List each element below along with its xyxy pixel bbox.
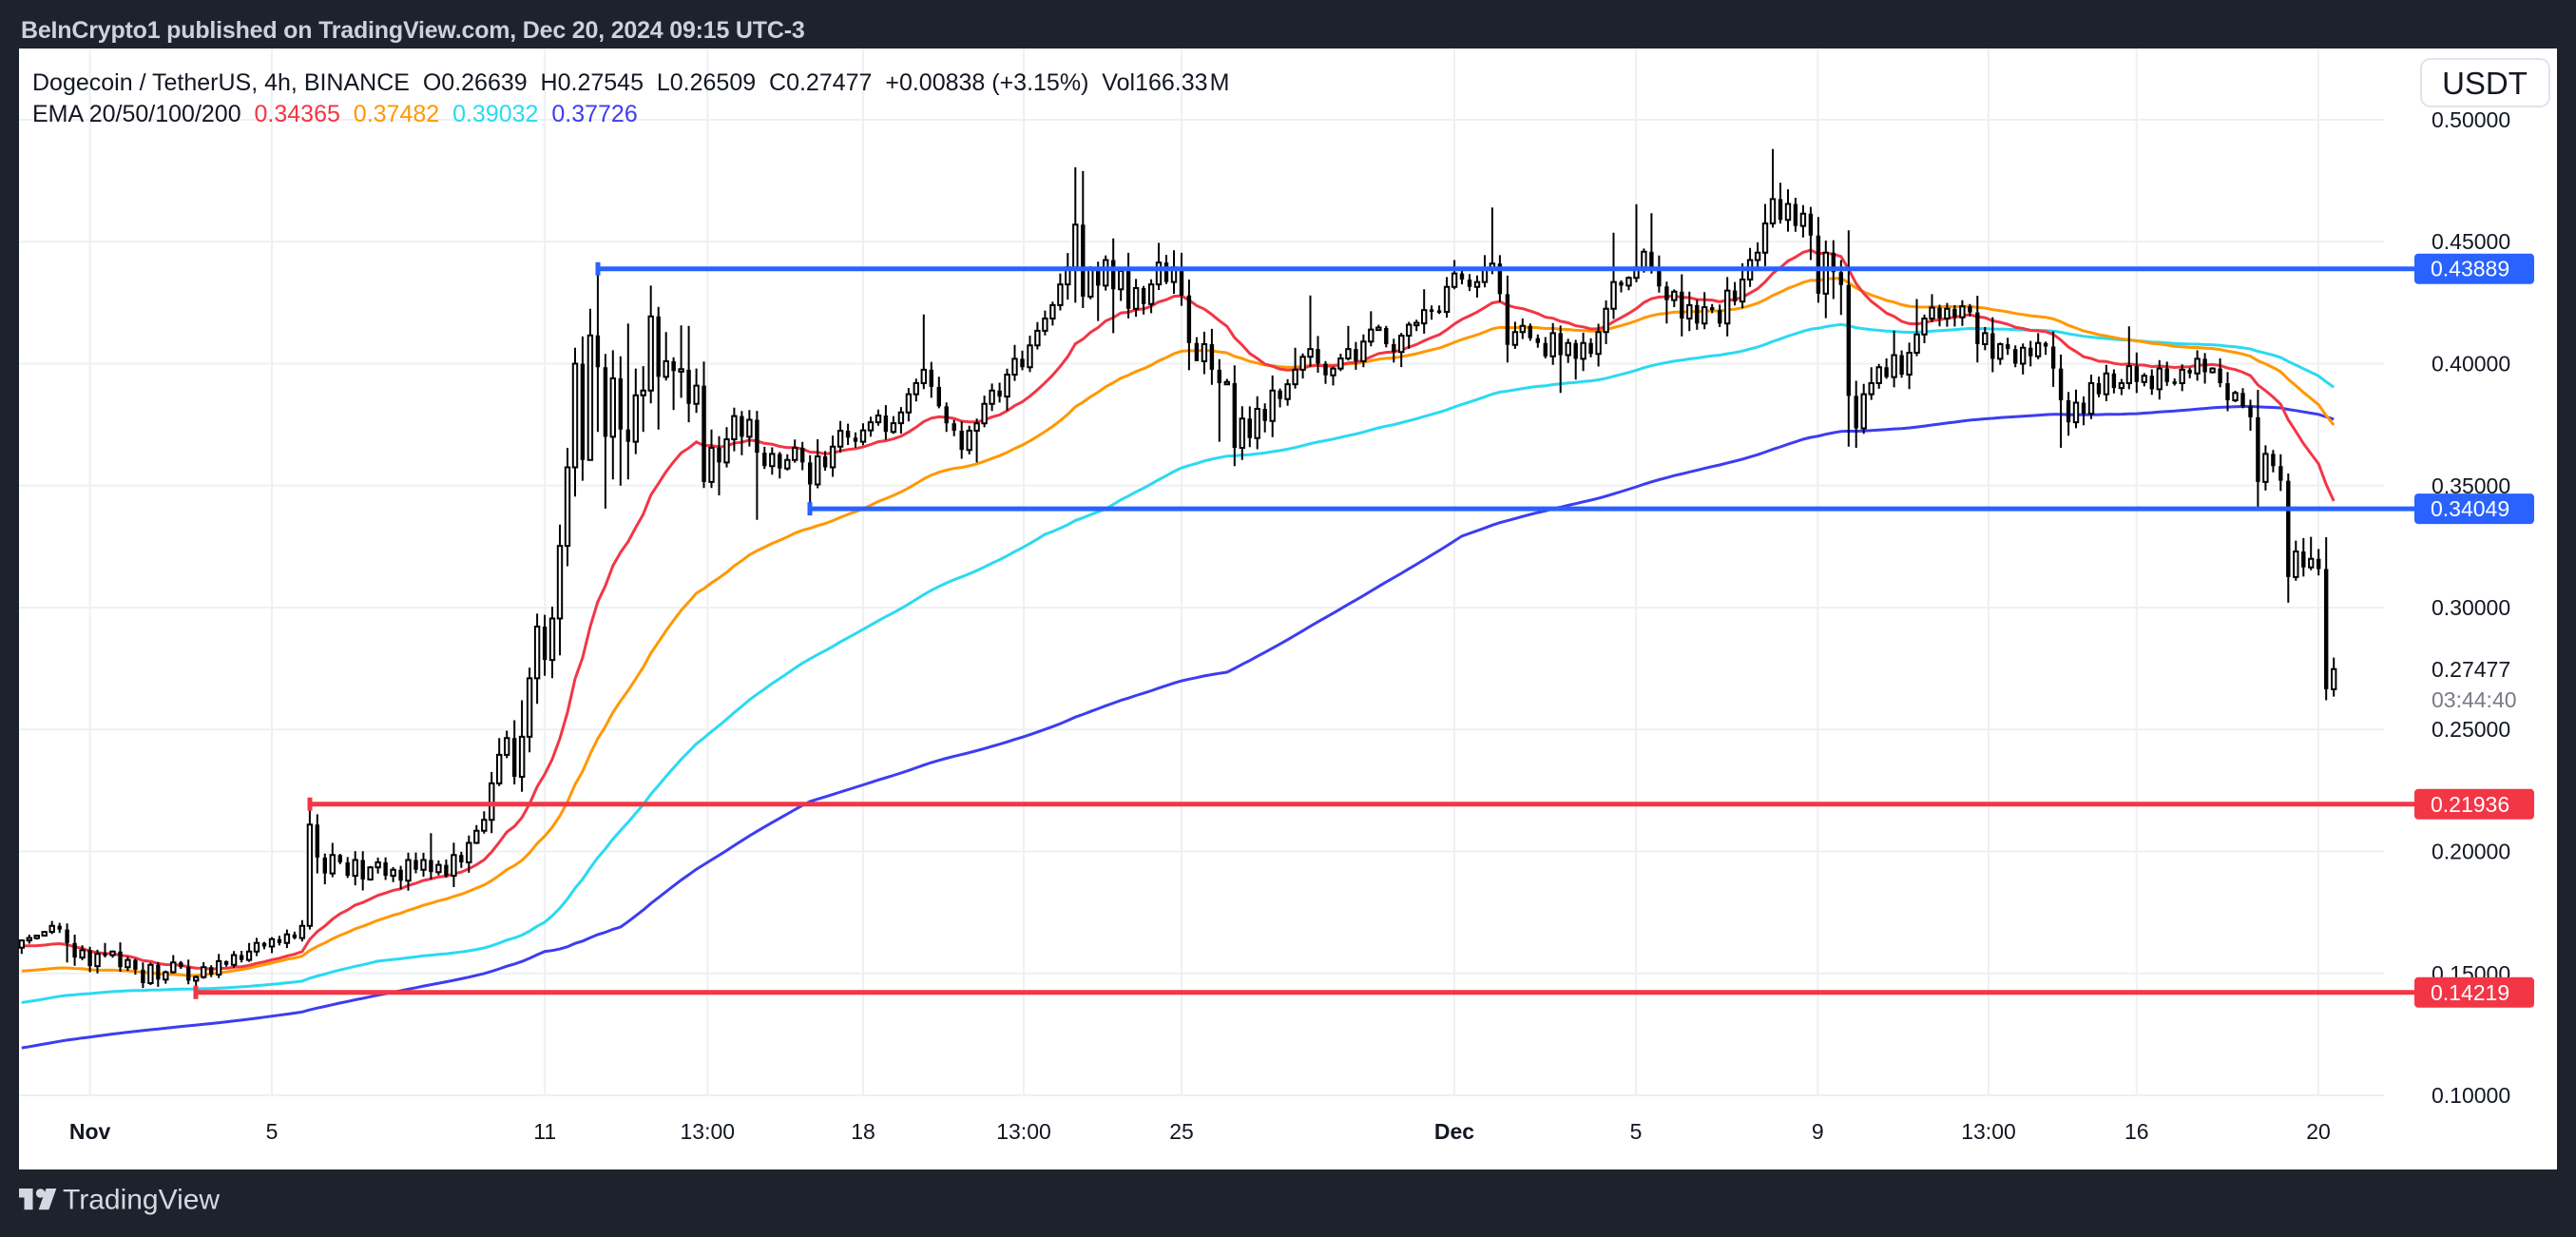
svg-text:Nov: Nov [69,1119,111,1144]
svg-text:0.40000: 0.40000 [2432,352,2510,377]
svg-text:BeInCrypto1 published on Tradi: BeInCrypto1 published on TradingView.com… [21,17,805,44]
svg-text:25: 25 [1169,1119,1194,1144]
svg-text:0.20000: 0.20000 [2432,840,2510,864]
svg-text:5: 5 [1630,1119,1643,1144]
svg-text:0.14219: 0.14219 [2431,980,2509,1005]
svg-text:0.10000: 0.10000 [2432,1083,2510,1108]
svg-text:0.45000: 0.45000 [2432,229,2510,254]
svg-text:5: 5 [266,1119,279,1144]
svg-text:13:00: 13:00 [996,1119,1051,1144]
svg-text:TradingView: TradingView [63,1185,220,1216]
svg-text:USDT: USDT [2442,66,2528,101]
svg-text:0.30000: 0.30000 [2432,595,2510,620]
svg-text:0.21936: 0.21936 [2431,792,2509,817]
svg-text:0.27477: 0.27477 [2432,657,2510,682]
svg-text:16: 16 [2124,1119,2149,1144]
svg-text:0.50000: 0.50000 [2432,107,2510,132]
svg-text:13:00: 13:00 [1961,1119,2016,1144]
svg-text:20: 20 [2306,1119,2331,1144]
svg-text:0.34049: 0.34049 [2431,496,2509,521]
svg-text:0.25000: 0.25000 [2432,717,2510,742]
svg-text:11: 11 [533,1119,556,1144]
svg-text:03:44:40: 03:44:40 [2432,687,2517,712]
svg-text:13:00: 13:00 [681,1119,736,1144]
svg-text:Dec: Dec [1434,1119,1474,1144]
svg-text:9: 9 [1812,1119,1824,1144]
svg-text:18: 18 [851,1119,875,1144]
svg-text:Dogecoin / TetherUS, 4h, BINAN: Dogecoin / TetherUS, 4h, BINANCE O0.2663… [32,69,1229,96]
svg-text:EMA 20/50/100/200 0.34365 0.: EMA 20/50/100/200 0.34365 0.37482 0.3903… [32,101,638,127]
svg-text:0.43889: 0.43889 [2431,257,2509,281]
